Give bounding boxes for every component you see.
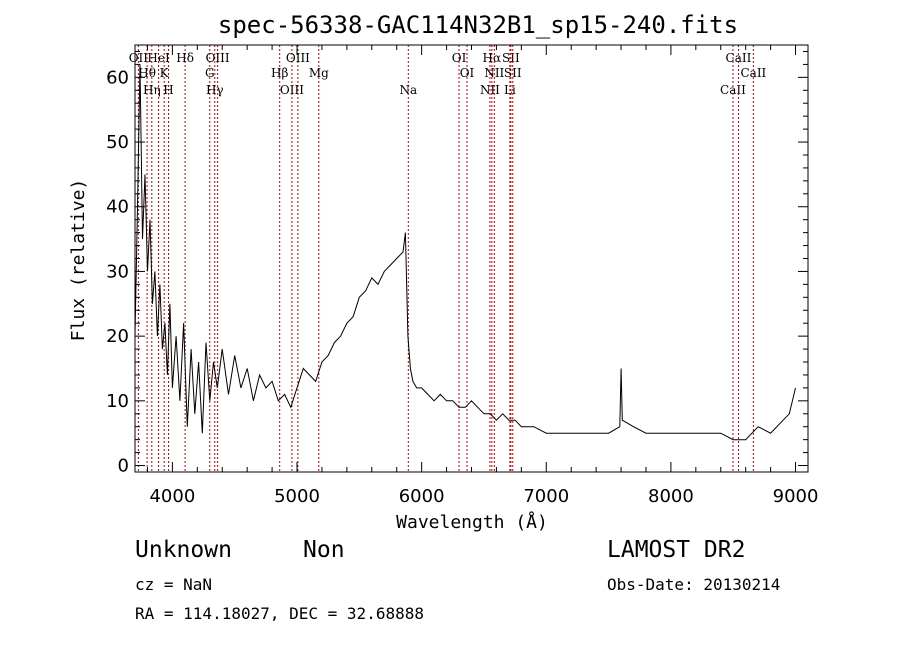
y-tick-label: 10 (106, 391, 129, 412)
line-marker-label: Hγ (206, 83, 224, 97)
x-tick-label: 9000 (773, 486, 819, 507)
line-marker-label: CaII (720, 83, 746, 97)
line-marker-label: Hθ (138, 66, 156, 80)
line-marker-label: SII (502, 51, 520, 65)
redshift-label: cz = NaN (135, 575, 213, 594)
line-marker-label: Hη (143, 83, 161, 97)
subclass-label: Non (303, 537, 345, 563)
y-tick-label: 50 (106, 132, 129, 153)
line-marker-label: Hα (483, 51, 502, 65)
line-marker-label: OI (452, 51, 467, 65)
x-axis-ticks: 4000 5000 6000 7000 8000 9000 (146, 45, 819, 507)
x-tick-label: 6000 (399, 486, 445, 507)
y-tick-label: 20 (106, 326, 129, 347)
line-marker-label: SII (504, 66, 522, 80)
line-marker-label: CaII (726, 51, 752, 65)
y-tick-label: 0 (118, 456, 129, 477)
x-tick-label: 5000 (274, 486, 320, 507)
y-tick-label: 40 (106, 197, 129, 218)
line-marker-label: OII (129, 51, 149, 65)
line-markers: OIIHθHηHeIKHHδGHγOIIIHβOIIIOIIIMgNaOIOIN… (129, 45, 767, 472)
line-marker-label: Hδ (176, 51, 194, 65)
line-marker-label: G (205, 66, 215, 80)
class-label: Unknown (135, 537, 232, 563)
line-marker-label: NII (484, 66, 504, 80)
line-marker-label: HeI (147, 51, 170, 65)
line-marker-label: Mg (309, 66, 329, 80)
line-marker-label: Li (504, 83, 516, 97)
spectrum-line (134, 64, 796, 441)
x-tick-label: 4000 (149, 486, 195, 507)
obs-date-label: Obs-Date: 20130214 (607, 575, 781, 594)
y-axis-ticks: 0 10 20 30 40 50 60 (106, 50, 808, 477)
coords-label: RA = 114.18027, DEC = 32.68888 (135, 604, 424, 623)
line-marker-label: H (163, 83, 173, 97)
line-marker-label: CaII (740, 66, 766, 80)
line-marker-label: Na (399, 83, 417, 97)
line-marker-label: OI (460, 66, 475, 80)
x-tick-label: 8000 (648, 486, 694, 507)
line-marker-label: OIII (280, 83, 304, 97)
x-tick-label: 7000 (523, 486, 569, 507)
plot-frame (134, 44, 809, 473)
x-axis-label: Wavelength (Å) (396, 511, 548, 533)
y-tick-label: 30 (106, 261, 129, 282)
y-tick-label: 60 (106, 67, 129, 88)
line-marker-label: OIII (286, 51, 310, 65)
spectrum-series (134, 64, 796, 441)
chart-title: spec-56338-GAC114N32B1_sp15-240.fits (218, 11, 738, 39)
line-marker-label: NII (480, 83, 500, 97)
line-marker-label: OIII (206, 51, 230, 65)
line-marker-label: K (160, 66, 170, 80)
line-marker-label: Hβ (271, 66, 288, 80)
y-axis-label: Flux (relative) (68, 179, 89, 342)
survey-label: LAMOST DR2 (607, 537, 746, 563)
